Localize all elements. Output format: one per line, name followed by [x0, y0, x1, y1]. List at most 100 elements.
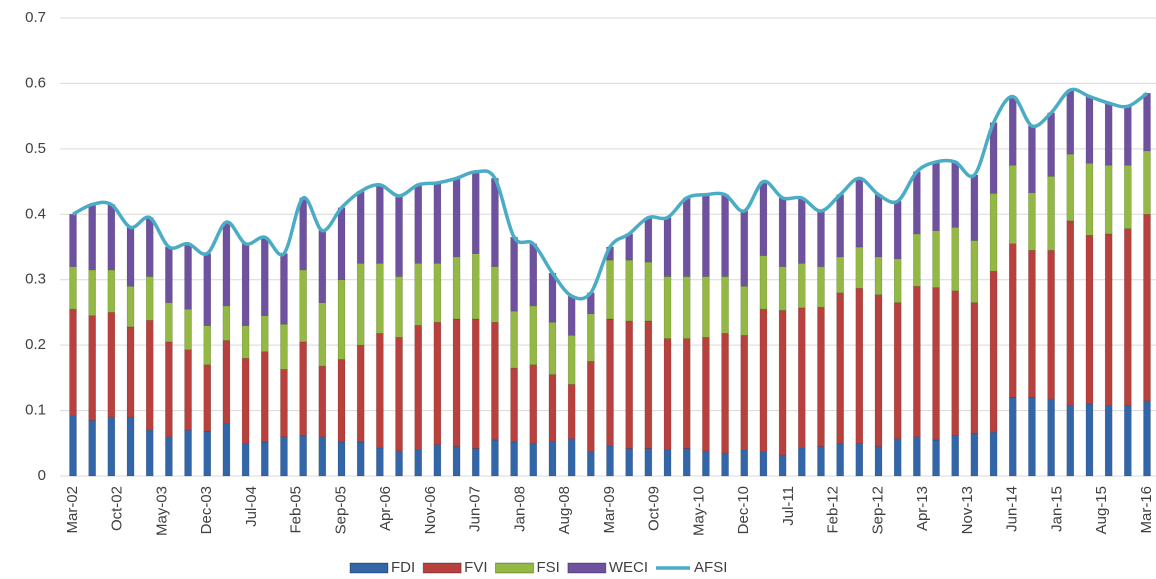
bar-segment	[702, 276, 710, 338]
y-tick-label: 0.2	[25, 336, 46, 353]
bar-segment	[69, 308, 77, 417]
bar-segment	[337, 441, 346, 477]
bar-segment	[855, 443, 864, 477]
bar-segment	[1047, 112, 1055, 177]
bar-segment	[356, 344, 365, 443]
bar-segment	[184, 243, 192, 310]
bar-segment	[241, 357, 250, 444]
bar-segment	[682, 448, 691, 477]
bar-segment	[1047, 250, 1055, 400]
bar-segment	[893, 200, 902, 260]
bar-segment	[395, 195, 403, 277]
bar-segment	[1124, 228, 1132, 406]
bar-segment	[817, 210, 825, 267]
bar-segment	[318, 302, 327, 367]
bar-segment	[1085, 234, 1094, 405]
x-tick-label: May-10	[690, 486, 707, 536]
bar-segment	[1085, 163, 1094, 236]
bar-segment	[318, 436, 327, 477]
bar-segment	[625, 233, 633, 261]
bar-segment	[145, 320, 154, 431]
bar-segment	[1009, 243, 1017, 398]
x-tick-label: Mar-09	[601, 486, 618, 534]
bar-segment	[721, 276, 729, 334]
x-tick-label: Jun-07	[467, 486, 484, 532]
bar-segment	[1143, 214, 1151, 402]
bar-segment	[395, 337, 403, 452]
bar-segment	[165, 341, 173, 437]
bar-segment	[337, 279, 346, 360]
bar-segment	[107, 416, 116, 477]
bar-segment	[472, 448, 480, 477]
bar-segment	[88, 420, 96, 477]
bar-segment	[1143, 92, 1151, 152]
legend-item: FDI	[349, 559, 415, 576]
bar-segment	[414, 184, 422, 264]
bar-segment	[356, 191, 365, 264]
bar-segment	[932, 439, 940, 477]
bar-segment	[682, 276, 691, 339]
bar-segment	[1124, 164, 1132, 229]
bar-segment	[644, 448, 653, 477]
bar-segment	[1085, 96, 1094, 164]
bar-segment	[491, 321, 499, 441]
bar-segment	[798, 197, 806, 264]
legend-item: WECI	[567, 559, 648, 576]
bar-segment	[88, 315, 96, 421]
bar-segment	[433, 321, 442, 445]
bar-segment	[740, 286, 748, 336]
bar-segment	[855, 178, 864, 248]
bar-segment	[203, 431, 211, 477]
bar-segment	[318, 365, 327, 437]
bar-segment	[376, 447, 384, 477]
bar-segment	[1028, 250, 1036, 398]
bar-segment	[1066, 405, 1075, 477]
bar-segment	[951, 227, 959, 292]
bar-segment	[606, 445, 614, 477]
y-tick-label: 0.7	[25, 9, 46, 26]
bar-segment	[1104, 233, 1113, 406]
bar-segment	[261, 236, 269, 316]
bar-segment	[836, 194, 844, 258]
bar-segment	[165, 302, 173, 343]
legend-item: AFSI	[656, 559, 727, 576]
bar-segment	[740, 335, 748, 451]
bar-segment	[280, 253, 288, 325]
x-tick-label: Mar-16	[1138, 486, 1155, 534]
bar-segment	[913, 286, 921, 437]
bar-segment	[69, 415, 77, 477]
x-tick-label: Jan-08	[511, 486, 528, 532]
legend-swatch	[495, 562, 535, 574]
bar-segment	[567, 384, 576, 439]
bar-segment	[88, 204, 96, 271]
bar-segment	[817, 266, 825, 308]
bar-segment	[1104, 164, 1113, 235]
bar-segment	[414, 449, 422, 477]
bar-segment	[682, 338, 691, 449]
x-tick-label: Aug-08	[556, 486, 573, 534]
bar-segment	[663, 217, 672, 277]
x-tick-label: Sep-05	[332, 486, 349, 534]
legend-label: FDI	[391, 559, 415, 576]
bar-segment	[663, 276, 672, 339]
bar-segment	[452, 256, 461, 320]
bar-segment	[951, 290, 959, 436]
bar-segment	[203, 325, 211, 366]
bar-segment	[376, 333, 384, 449]
x-tick-label: Jan-15	[1048, 486, 1065, 532]
bar-segment	[145, 429, 154, 477]
x-tick-label: Apr-06	[377, 486, 394, 531]
bar-segment	[567, 438, 576, 477]
bar-segment	[740, 210, 748, 287]
legend-item: FSI	[495, 559, 560, 576]
bar-segment	[721, 452, 729, 477]
bar-segment	[989, 431, 998, 477]
bar-segment	[1066, 89, 1075, 155]
x-tick-label: May-03	[153, 486, 170, 536]
bar-segment	[951, 435, 959, 477]
bar-segment	[126, 227, 135, 287]
x-tick-label: Dec-10	[735, 486, 752, 534]
line-series	[72, 87, 1149, 301]
bar-segment	[567, 335, 576, 385]
